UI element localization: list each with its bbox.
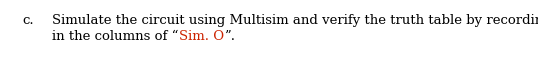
Text: ”.: ”. <box>224 30 235 43</box>
Text: in the columns of “: in the columns of “ <box>52 30 179 43</box>
Text: c.: c. <box>22 14 33 27</box>
Text: Simulate the circuit using Multisim and verify the truth table by recording the : Simulate the circuit using Multisim and … <box>52 14 538 27</box>
Text: Sim. O: Sim. O <box>179 30 224 43</box>
